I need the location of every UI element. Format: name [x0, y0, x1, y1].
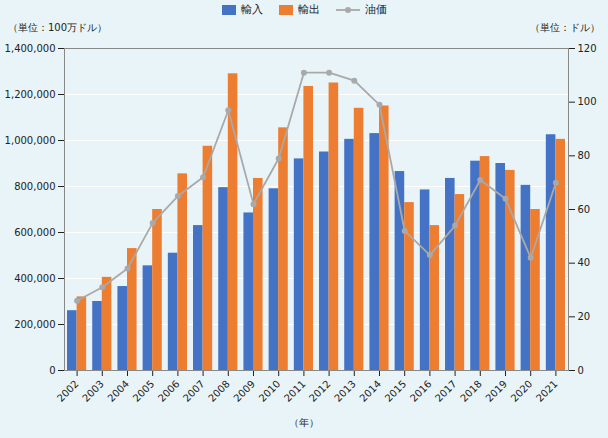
html-text:輸出: 輸出 [297, 3, 320, 16]
svg-text:2011: 2011 [282, 378, 308, 404]
html-text:（年）: （年） [289, 417, 319, 428]
svg-text:2012: 2012 [307, 378, 333, 404]
svg-text:2008: 2008 [206, 378, 232, 404]
svg-text:2020: 2020 [509, 378, 535, 404]
svg-text:100: 100 [578, 96, 597, 107]
svg-text:1,200,000: 1,200,000 [5, 89, 56, 100]
svg-text:0: 0 [578, 365, 584, 376]
svg-text:1,400,000: 1,400,000 [5, 43, 56, 54]
svg-text:2007: 2007 [181, 378, 207, 404]
svg-text:2014: 2014 [357, 378, 383, 404]
svg-text:2015: 2015 [383, 378, 409, 404]
html-text:（単位：100万ドル）: （単位：100万ドル） [8, 22, 108, 33]
svg-text:2005: 2005 [131, 378, 157, 404]
html-text:油価: 油価 [364, 3, 387, 16]
svg-text:2009: 2009 [231, 378, 257, 404]
svg-text:2010: 2010 [257, 378, 283, 404]
svg-text:2003: 2003 [80, 378, 106, 404]
svg-text:2002: 2002 [55, 378, 81, 404]
svg-text:400,000: 400,000 [14, 273, 55, 284]
svg-text:2006: 2006 [156, 378, 182, 404]
svg-text:2018: 2018 [458, 378, 484, 404]
svg-text:2021: 2021 [534, 378, 560, 404]
svg-text:120: 120 [578, 43, 597, 54]
svg-text:20: 20 [578, 311, 591, 322]
svg-text:200,000: 200,000 [14, 319, 55, 330]
svg-text:2016: 2016 [408, 378, 434, 404]
svg-text:2004: 2004 [105, 378, 131, 404]
html-text:（単位：ドル）: （単位：ドル） [530, 22, 600, 33]
html-text:輸入: 輸入 [240, 3, 263, 16]
svg-text:2013: 2013 [332, 378, 358, 404]
svg-text:1,000,000: 1,000,000 [5, 135, 56, 146]
svg-text:2017: 2017 [433, 378, 459, 404]
svg-text:80: 80 [578, 150, 591, 161]
svg-text:2019: 2019 [483, 378, 509, 404]
svg-text:800,000: 800,000 [14, 181, 55, 192]
svg-text:0: 0 [49, 365, 55, 376]
svg-text:60: 60 [578, 204, 591, 215]
svg-text:40: 40 [578, 257, 591, 268]
svg-text:600,000: 600,000 [14, 227, 55, 238]
